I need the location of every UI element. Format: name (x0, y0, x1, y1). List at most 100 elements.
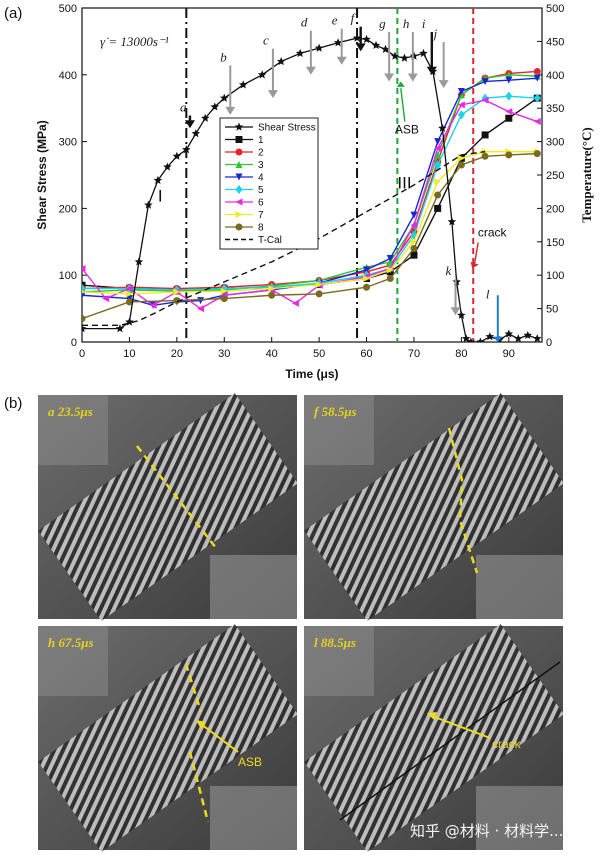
photo-f-label: f 58.5μs (314, 404, 357, 419)
point (102, 295, 110, 303)
legend-label: 6 (258, 198, 264, 209)
photo-h-label: h 67.5μs (48, 635, 94, 650)
legend-label: 5 (258, 185, 264, 196)
event-label-c: c (263, 33, 269, 48)
stage-label-I: I (158, 187, 163, 206)
point (173, 297, 181, 305)
point (533, 67, 541, 75)
event-arrow-head-k (450, 307, 461, 316)
watermark: 知乎 @材料 · 材料学... (410, 822, 563, 840)
point (390, 51, 400, 60)
point (220, 295, 228, 303)
crack-arrow (473, 242, 479, 264)
series-8 (82, 152, 538, 320)
event-label-i: i (422, 16, 426, 31)
point (409, 51, 419, 60)
point (481, 152, 489, 160)
point (386, 266, 394, 274)
photo-h-asb-label: ASB (238, 755, 262, 769)
point (457, 101, 465, 109)
event-label-h: h (403, 16, 410, 31)
legend-label: 7 (258, 210, 264, 221)
x-axis-title: Time (μs) (285, 367, 338, 381)
x-tick-label: 40 (266, 348, 278, 360)
point (485, 332, 495, 341)
point (505, 91, 513, 101)
point (201, 113, 210, 122)
photo-l-label: l 88.5μs (314, 635, 356, 650)
x-tick-label: 60 (360, 348, 372, 360)
point (466, 337, 476, 342)
event-arrow-head-b (225, 106, 236, 115)
point (481, 131, 489, 139)
point (434, 204, 442, 212)
event-arrow-head-g (384, 73, 395, 82)
point (505, 71, 513, 79)
event-arrow-head-a (184, 120, 195, 129)
point (115, 324, 125, 333)
point (268, 291, 276, 299)
point (82, 315, 86, 323)
x-tick-label: 80 (455, 348, 467, 360)
event-arrow-head-i (426, 66, 437, 75)
legend-label: 1 (258, 135, 264, 146)
point (362, 34, 371, 44)
point (210, 102, 220, 111)
point (257, 70, 267, 79)
legend-label: 2 (258, 148, 264, 159)
crack-arrow-head (470, 261, 479, 269)
point (505, 108, 513, 116)
event-label-f: f (351, 11, 357, 26)
asb-arrow (400, 88, 406, 122)
point (82, 324, 87, 333)
event-label-j: j (432, 26, 438, 41)
point (434, 191, 442, 199)
point (363, 275, 371, 283)
point (505, 151, 513, 159)
point (400, 53, 409, 62)
point (514, 334, 523, 342)
point (276, 56, 286, 66)
legend-label: 3 (258, 160, 264, 171)
point (352, 33, 362, 42)
photo-l: l 88.5μs crack 知乎 @材料 · 材料学... (304, 624, 564, 852)
point (125, 285, 133, 293)
point (457, 161, 465, 169)
series-4 (82, 77, 538, 306)
x-tick-label: 30 (218, 348, 230, 360)
point (153, 175, 163, 184)
point (504, 329, 514, 338)
point (235, 161, 243, 168)
point (386, 275, 394, 283)
y2-tick-label: 450 (546, 36, 564, 48)
point (363, 283, 371, 291)
point (457, 310, 466, 319)
y2-tick-label: 100 (546, 270, 564, 282)
point (173, 288, 181, 296)
y-tick-label: 500 (59, 3, 77, 15)
event-label-a: a (180, 100, 187, 115)
point (410, 244, 418, 252)
y2-tick-label: 200 (546, 203, 564, 215)
point (481, 77, 489, 85)
point (234, 122, 244, 131)
point (149, 301, 157, 309)
x-tick-label: 0 (79, 348, 85, 360)
point (505, 114, 513, 122)
x-tick-label: 70 (408, 348, 420, 360)
point (434, 138, 442, 146)
panel-a-label: (a) (4, 5, 22, 22)
point (457, 88, 465, 95)
x-tick-label: 20 (171, 348, 183, 360)
y-tick-label: 400 (59, 70, 77, 82)
point (82, 290, 86, 294)
point (163, 162, 172, 171)
legend-label: 4 (258, 173, 264, 184)
point (532, 334, 542, 342)
y2-tick-label: 150 (546, 237, 564, 249)
y2-tick-label: 300 (546, 137, 564, 149)
point (172, 151, 182, 160)
point (82, 291, 86, 299)
legend-box (219, 117, 319, 250)
